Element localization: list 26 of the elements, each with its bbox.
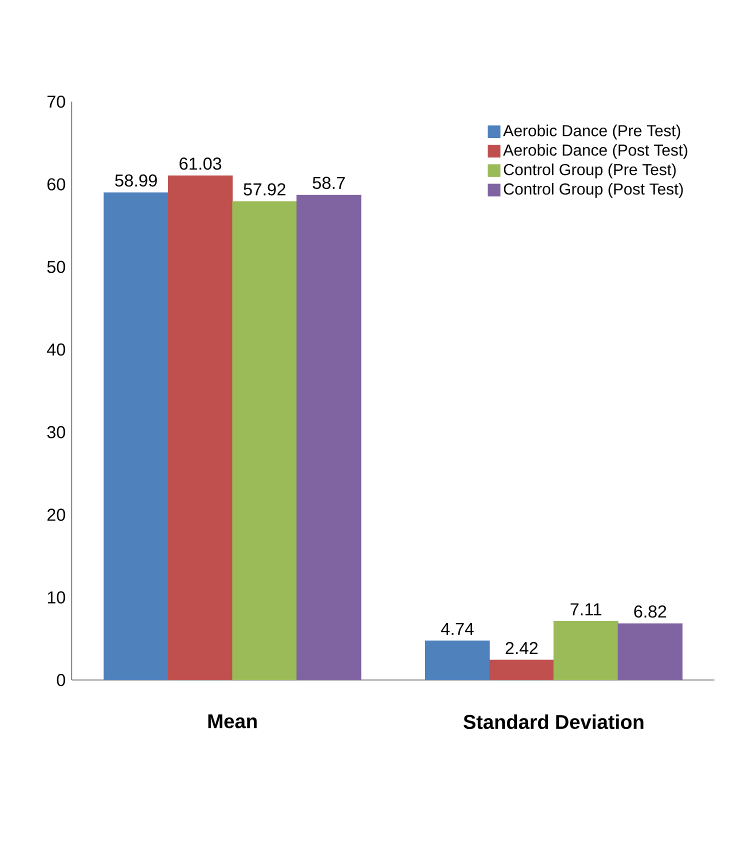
x-tick-label: Standard Deviation [464, 714, 644, 730]
y-tick-label: 50 [47, 260, 66, 274]
y-tick-label: 20 [47, 508, 66, 521]
bar [618, 623, 683, 680]
data-label: 58.99 [115, 174, 157, 187]
bar [104, 192, 168, 680]
y-tick-label: 0 [56, 674, 66, 686]
legend-label: Control Group (Post Test) [504, 182, 683, 198]
y-tick-label: 30 [47, 426, 66, 438]
legend-label: Aerobic Dance (Post Test) [503, 144, 688, 159]
y-tick-label: 40 [46, 343, 66, 356]
legend-label: Aerobic Dance (Pre Test) [503, 124, 680, 140]
data-label: 6.82 [634, 605, 666, 618]
y-tick-label: 70 [47, 96, 66, 108]
legend-label: Control Group (Pre Test) [504, 164, 676, 178]
data-label: 57.92 [244, 183, 286, 196]
y-tick-label: 60 [47, 178, 66, 190]
data-label: 4.74 [440, 622, 474, 635]
data-label: 7.11 [570, 603, 602, 616]
data-label: 2.42 [506, 642, 538, 654]
data-label: 61.03 [180, 158, 222, 170]
bar [424, 640, 490, 680]
y-tick-label: 10 [48, 591, 66, 604]
data-label: 58.7 [312, 176, 345, 190]
x-tick-label: Mean [208, 714, 257, 728]
bar [296, 194, 362, 680]
